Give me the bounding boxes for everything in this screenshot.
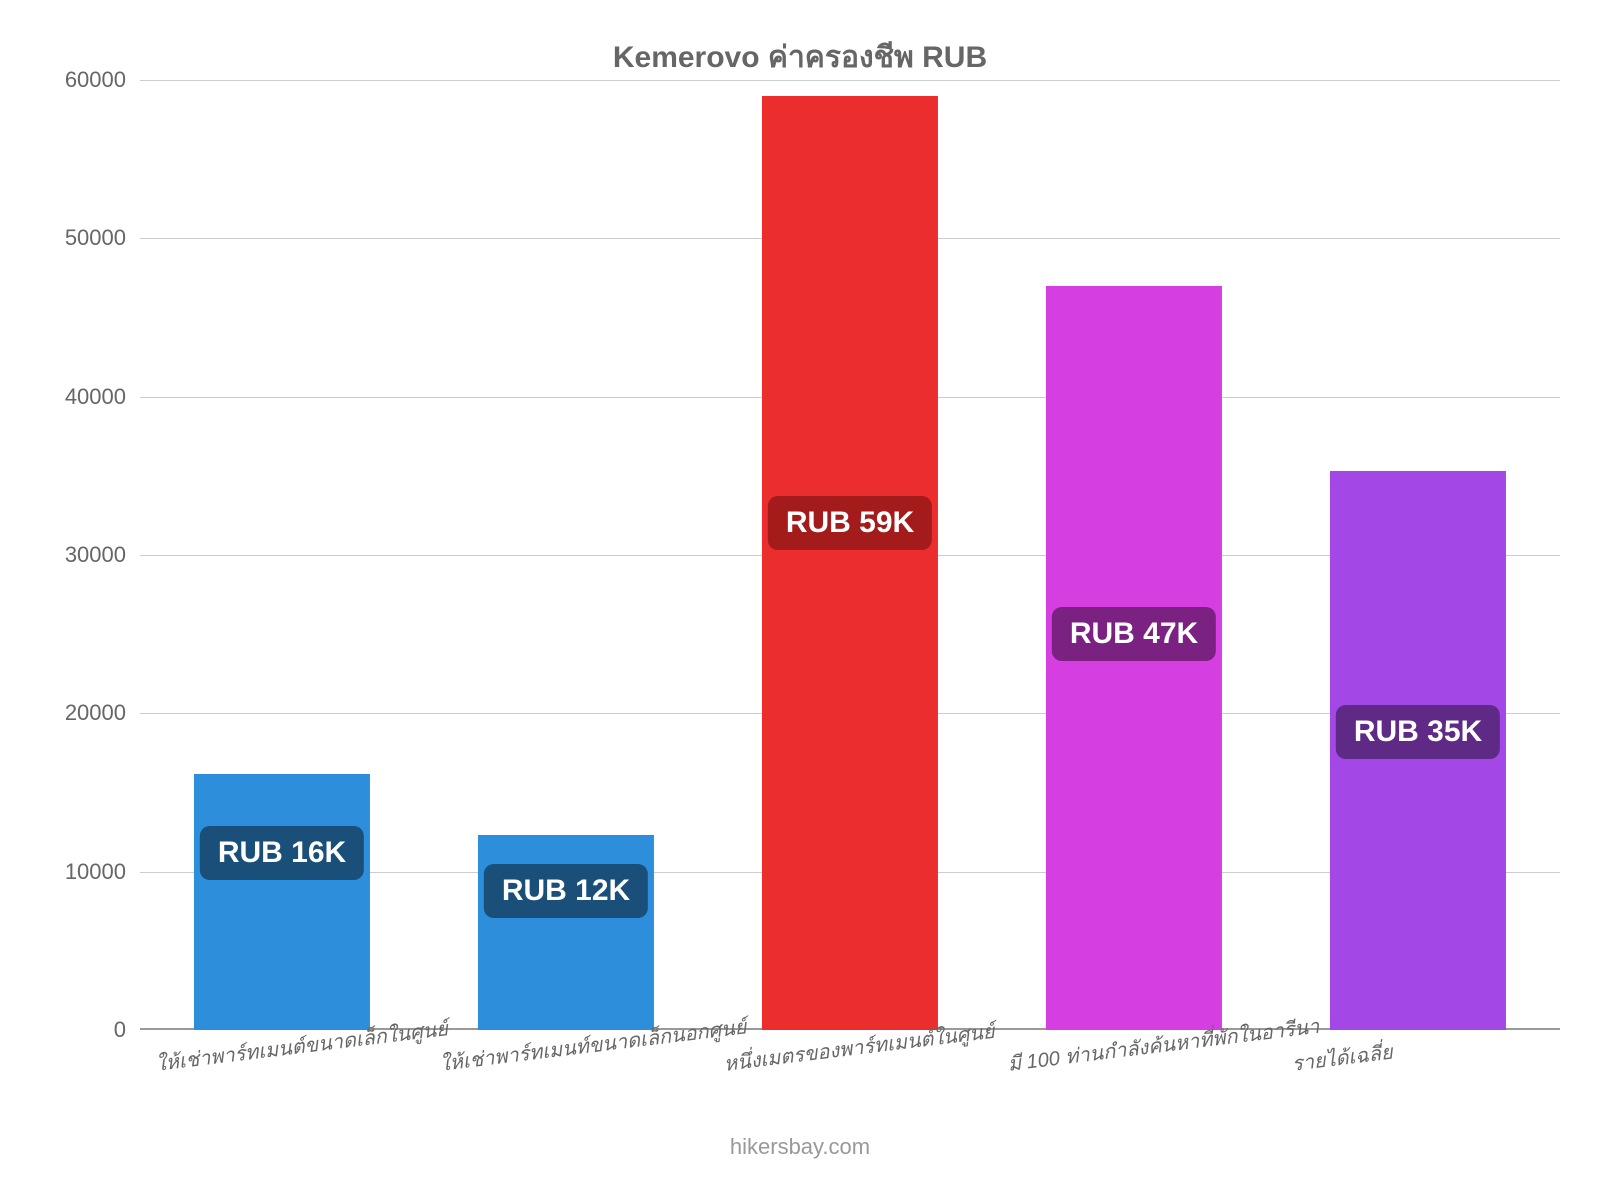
value-badge: RUB 16K [200, 826, 364, 880]
plot-area: 0100002000030000400005000060000RUB 16KRU… [140, 80, 1560, 1030]
value-badge: RUB 47K [1052, 607, 1216, 661]
y-tick-label: 20000 [65, 700, 140, 726]
y-tick-label: 10000 [65, 859, 140, 885]
chart-container: Kemerovo ค่าครองชีพ RUB 0100002000030000… [0, 0, 1600, 1200]
y-tick-label: 60000 [65, 67, 140, 93]
bar [762, 96, 938, 1030]
y-tick-label: 30000 [65, 542, 140, 568]
y-tick-label: 50000 [65, 225, 140, 251]
bar [194, 774, 370, 1031]
chart-footer: hikersbay.com [0, 1134, 1600, 1160]
value-badge: RUB 59K [768, 496, 932, 550]
y-tick-label: 0 [114, 1017, 140, 1043]
value-badge: RUB 35K [1336, 705, 1500, 759]
y-tick-label: 40000 [65, 384, 140, 410]
chart-title: Kemerovo ค่าครองชีพ RUB [0, 34, 1600, 81]
grid-line [140, 80, 1560, 81]
value-badge: RUB 12K [484, 864, 648, 918]
